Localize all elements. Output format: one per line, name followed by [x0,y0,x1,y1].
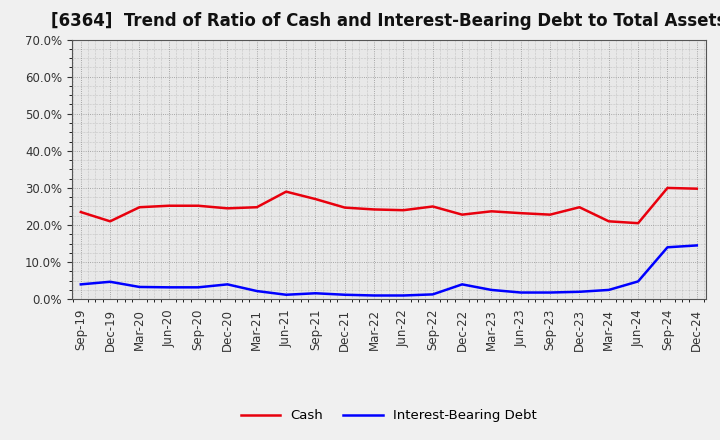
Cash [76,209,85,215]
Interest-Bearing Debt [428,292,437,297]
Cash [516,210,525,216]
Interest-Bearing Debt [605,287,613,293]
Cash [311,196,320,202]
Interest-Bearing Debt [135,284,144,290]
Interest-Bearing Debt [399,293,408,298]
Cash [106,219,114,224]
Cash [399,208,408,213]
Cash [458,212,467,217]
Cash [164,203,173,209]
Interest-Bearing Debt [663,245,672,250]
Cash [428,204,437,209]
Cash [135,205,144,210]
Interest-Bearing Debt [223,282,232,287]
Cash [663,185,672,191]
Cash [575,205,584,210]
Cash [693,186,701,191]
Interest-Bearing Debt [76,282,85,287]
Line: Cash: Cash [81,188,697,223]
Cash [487,209,496,214]
Cash [605,219,613,224]
Interest-Bearing Debt [341,292,349,297]
Title: [6364]  Trend of Ratio of Cash and Interest-Bearing Debt to Total Assets: [6364] Trend of Ratio of Cash and Intere… [51,12,720,30]
Interest-Bearing Debt [546,290,554,295]
Interest-Bearing Debt [253,288,261,293]
Line: Interest-Bearing Debt: Interest-Bearing Debt [81,246,697,296]
Interest-Bearing Debt [282,292,290,297]
Interest-Bearing Debt [575,289,584,294]
Interest-Bearing Debt [311,291,320,296]
Interest-Bearing Debt [487,287,496,293]
Interest-Bearing Debt [693,243,701,248]
Cash [194,203,202,209]
Cash [282,189,290,194]
Interest-Bearing Debt [458,282,467,287]
Interest-Bearing Debt [164,285,173,290]
Cash [634,220,642,226]
Interest-Bearing Debt [194,285,202,290]
Cash [223,205,232,211]
Legend: Cash, Interest-Bearing Debt: Cash, Interest-Bearing Debt [235,404,542,428]
Cash [341,205,349,210]
Cash [370,207,379,212]
Interest-Bearing Debt [106,279,114,284]
Interest-Bearing Debt [516,290,525,295]
Interest-Bearing Debt [370,293,379,298]
Interest-Bearing Debt [634,279,642,284]
Cash [546,212,554,217]
Cash [253,205,261,210]
